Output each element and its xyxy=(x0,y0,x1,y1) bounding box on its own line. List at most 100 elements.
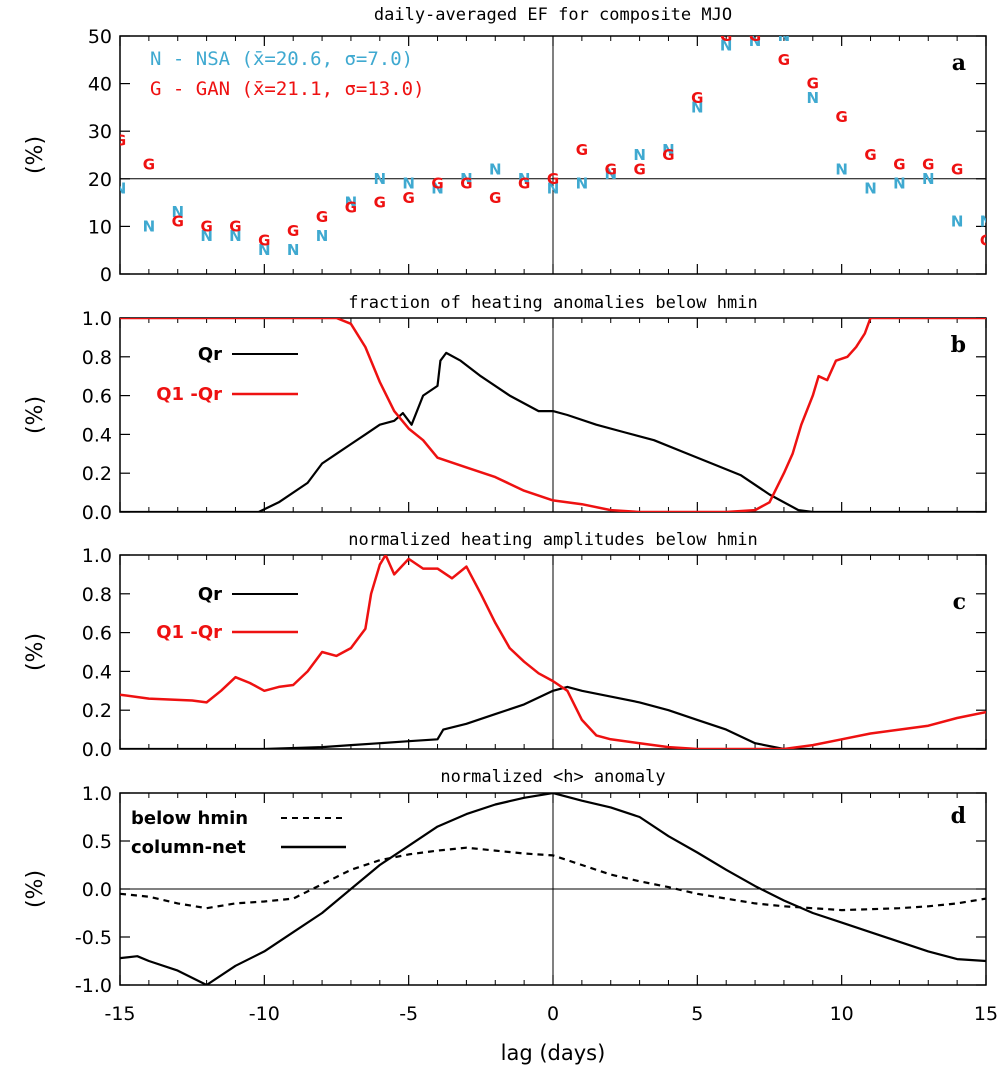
panel-c-title: normalized heating amplitudes below hmin xyxy=(348,530,757,550)
marker-gan: G xyxy=(114,132,126,150)
marker-nsa: N xyxy=(720,37,733,55)
marker-gan: G xyxy=(518,175,530,193)
panel-d-lines xyxy=(120,793,986,985)
panel-c-letter: c xyxy=(953,589,966,615)
x-tick-label: 15 xyxy=(974,1003,998,1025)
marker-nsa: N xyxy=(143,217,156,235)
marker-nsa: N xyxy=(489,160,502,178)
marker-nsa: N xyxy=(807,89,820,107)
panel-c-yticks: 0.0 0.2 0.4 0.6 0.8 1.0 xyxy=(82,545,986,761)
marker-gan: G xyxy=(807,75,819,93)
series-line-qr xyxy=(120,351,986,512)
marker-gan: G xyxy=(316,208,328,226)
y-tick-label: 0.0 xyxy=(82,879,112,901)
panel-b-letter: b xyxy=(951,332,966,358)
panel-c-lines xyxy=(120,555,986,749)
x-tick-label: -10 xyxy=(249,1003,280,1025)
panel-a-yticks: 0 10 20 30 40 50 xyxy=(88,26,986,286)
marker-gan: G xyxy=(258,232,270,250)
marker-nsa: N xyxy=(864,179,877,197)
y-tick-label: 0.6 xyxy=(82,386,112,408)
marker-gan: G xyxy=(143,156,155,174)
y-tick-label: 50 xyxy=(88,26,112,48)
y-tick-label: 1.0 xyxy=(82,545,112,567)
marker-gan: G xyxy=(893,156,905,174)
marker-gan: G xyxy=(287,222,299,240)
series-line-q1-qr xyxy=(120,555,986,749)
marker-nsa: N xyxy=(633,146,646,164)
series-line-qr xyxy=(120,685,986,749)
legend-gan-suffix: ) xyxy=(413,78,424,100)
marker-gan: G xyxy=(691,89,703,107)
panel-b-yticks: 0.0 0.2 0.4 0.6 0.8 1.0 xyxy=(82,308,986,524)
legend-nsa: N - NSA (x̄=20.6, σ=7.0) xyxy=(150,48,413,70)
panel-b-title: fraction of heating anomalies below hmin xyxy=(348,293,757,313)
legend-d-below-label: below hmin xyxy=(131,808,248,829)
legend-d-column-label: column-net xyxy=(131,837,246,858)
panel-c-legend: Qr Q1 -Qr xyxy=(156,584,298,643)
y-tick-label: 20 xyxy=(88,169,112,191)
panel-d-title: normalized <h> anomaly xyxy=(440,767,665,787)
legend-gan-stats: x̄=21.1, σ=13.0 xyxy=(253,78,413,100)
y-tick-label: 0.0 xyxy=(82,739,112,761)
marker-gan: G xyxy=(576,141,588,159)
panel-d-letter: d xyxy=(951,803,966,829)
marker-gan: G xyxy=(229,217,241,235)
panel-a-title: daily-averaged EF for composite MJO xyxy=(374,5,732,25)
marker-nsa: N xyxy=(345,194,358,212)
panel-a-legend: N - NSA (x̄=20.6, σ=7.0) G - GAN (x̄=21.… xyxy=(150,48,425,100)
panel-a: daily-averaged EF for composite MJO 0 10 2… xyxy=(23,5,993,286)
panel-c-ylabel: (%) xyxy=(23,633,48,671)
marker-gan: G xyxy=(980,232,992,250)
marker-nsa: N xyxy=(691,98,704,116)
marker-gan: G xyxy=(720,27,732,45)
marker-nsa: N xyxy=(893,175,906,193)
marker-gan: G xyxy=(633,160,645,178)
x-tick-labels: -15 -10 -5 0 5 10 15 xyxy=(104,1003,998,1025)
marker-nsa: N xyxy=(980,213,993,231)
marker-gan: G xyxy=(836,108,848,126)
panel-c-grid xyxy=(119,555,987,749)
marker-nsa: N xyxy=(778,27,791,45)
y-tick-label: 0.0 xyxy=(82,502,112,524)
panel-d-grid xyxy=(119,793,987,985)
panel-b-grid xyxy=(119,318,987,512)
y-tick-label: 0.4 xyxy=(82,424,112,446)
marker-nsa: N xyxy=(431,179,444,197)
marker-gan: G xyxy=(374,194,386,212)
marker-gan: G xyxy=(662,146,674,164)
panel-a-ylabel: (%) xyxy=(23,136,48,174)
x-tick-label: 10 xyxy=(830,1003,854,1025)
marker-gan: G xyxy=(403,189,415,207)
y-tick-label: 0.4 xyxy=(82,661,112,683)
y-tick-label: 40 xyxy=(88,74,112,96)
series-line-column-net xyxy=(120,793,986,985)
y-tick-label: 1.0 xyxy=(82,783,112,805)
marker-nsa: N xyxy=(402,175,415,193)
x-tick-label: -15 xyxy=(104,1003,135,1025)
marker-nsa: N xyxy=(200,227,213,245)
x-tick-label: -5 xyxy=(399,1003,418,1025)
marker-nsa: N xyxy=(258,241,271,259)
legend-c-q1qr-label: Q1 -Qr xyxy=(156,622,222,643)
legend-b-q1qr-label: Q1 -Qr xyxy=(156,384,222,405)
series-line-q1-qr xyxy=(120,318,986,512)
panel-d-ylabel: (%) xyxy=(23,870,48,908)
panel-d-legend: below hmin column-net xyxy=(131,808,346,858)
y-tick-label: 0.6 xyxy=(82,623,112,645)
panel-a-grid xyxy=(119,36,987,274)
y-tick-label: -0.5 xyxy=(75,927,112,949)
marker-gan: G xyxy=(547,170,559,188)
marker-nsa: N xyxy=(114,179,127,197)
marker-gan: G xyxy=(489,189,501,207)
marker-gan: G xyxy=(460,175,472,193)
marker-gan: G xyxy=(778,51,790,69)
y-tick-label: 10 xyxy=(88,216,112,238)
marker-gan: G xyxy=(345,198,357,216)
series-line-below-hmin xyxy=(120,846,986,912)
legend-nsa-suffix: ) xyxy=(402,48,413,70)
marker-gan: G xyxy=(922,156,934,174)
marker-nsa: N xyxy=(171,203,184,221)
